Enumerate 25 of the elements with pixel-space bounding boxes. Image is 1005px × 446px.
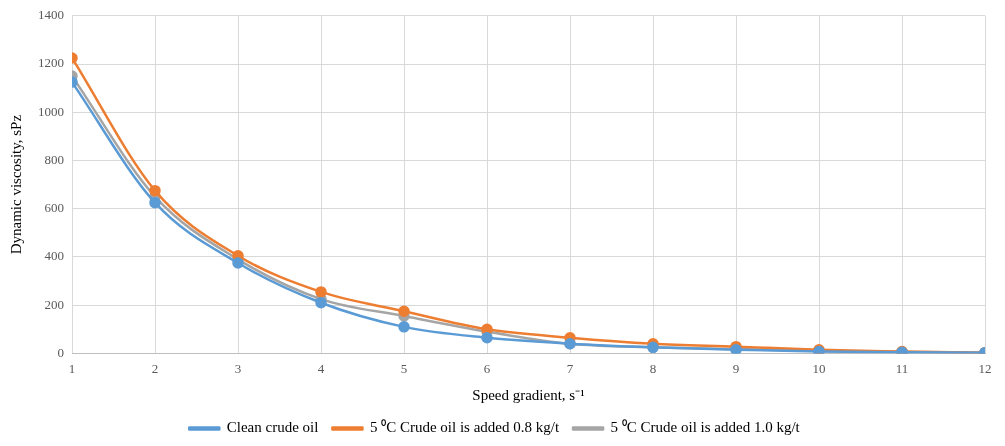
x-tick-label: 8 bbox=[649, 360, 657, 376]
x-tick-label: 10 bbox=[812, 360, 826, 376]
x-tick-label: 9 bbox=[732, 360, 740, 376]
x-tick-label: 3 bbox=[234, 360, 242, 376]
y-tick-label: 200 bbox=[44, 296, 64, 312]
x-tick-label: 12 bbox=[978, 360, 992, 376]
y-tick-label: 600 bbox=[44, 200, 64, 216]
x-tick-label: 11 bbox=[895, 360, 909, 376]
x-tick-label: 7 bbox=[566, 360, 574, 376]
y-tick-label: 1200 bbox=[38, 55, 64, 71]
x-tick-label: 1 bbox=[68, 360, 76, 376]
x-tick-label: 5 bbox=[400, 360, 408, 376]
x-tick-label: 4 bbox=[317, 360, 325, 376]
x-axis-title: Speed gradient, s⁻¹ bbox=[472, 386, 585, 403]
y-tick-label: 400 bbox=[44, 248, 64, 264]
legend-label: Clean crude oil bbox=[226, 419, 319, 436]
x-tick-label: 6 bbox=[483, 360, 491, 376]
y-tick-label: 1400 bbox=[38, 7, 64, 23]
y-axis-title: Dynamic viscosity, sPz bbox=[7, 114, 24, 255]
x-tick-label: 2 bbox=[151, 360, 159, 376]
y-tick-label: 1000 bbox=[38, 103, 64, 119]
legend-label: 5 ⁰C Crude oil is added 1.0 kg/t bbox=[610, 419, 801, 436]
y-tick-label: 800 bbox=[44, 151, 64, 167]
legend-label: 5 ⁰C Crude oil is added 0.8 kg/t bbox=[369, 419, 560, 436]
y-tick-label: 0 bbox=[57, 344, 64, 360]
